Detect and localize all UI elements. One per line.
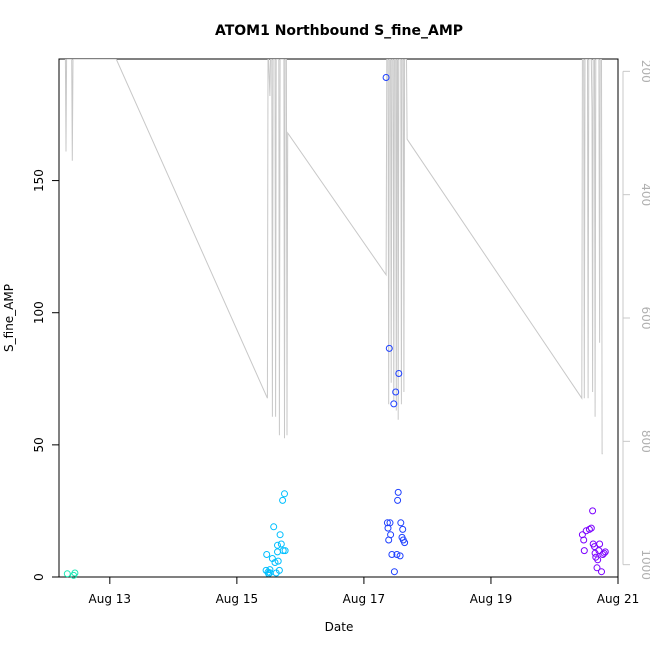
scatter-point xyxy=(388,551,396,558)
scatter-point xyxy=(274,557,282,565)
scatter-point xyxy=(399,525,407,533)
scatter-point xyxy=(594,556,602,564)
scatter-point xyxy=(279,547,287,555)
scatter-point xyxy=(274,548,281,556)
y-tick-label: 100 xyxy=(32,301,46,324)
scatter-point xyxy=(275,566,283,574)
y-tick-label: 50 xyxy=(32,437,46,452)
scatter-point xyxy=(71,569,79,577)
scatter-point xyxy=(593,564,601,572)
scatter-point xyxy=(589,507,597,515)
y-tick-label: 150 xyxy=(32,169,46,192)
scatter-point xyxy=(390,568,398,576)
scatter-point xyxy=(394,496,402,504)
scatter-point xyxy=(383,519,391,527)
y-axis: 0 50 100 150 xyxy=(32,169,60,581)
y2-tick-label: 800 xyxy=(639,430,650,453)
y2-line-series xyxy=(64,59,603,455)
scatter-point xyxy=(63,570,71,578)
x-tick-label: Aug 21 xyxy=(597,592,640,606)
scatter-point xyxy=(601,548,609,556)
scatter-point xyxy=(386,519,394,527)
y2-tick-label: 600 xyxy=(639,307,650,330)
x-tick-label: Aug 15 xyxy=(216,592,259,606)
x-tick-label: Aug 17 xyxy=(343,592,386,606)
plot-frame xyxy=(58,58,619,578)
scatter-point xyxy=(395,370,403,377)
scatter-point xyxy=(277,540,285,548)
chart-title: ATOM1 Northbound S_fine_AMP xyxy=(215,23,463,39)
y2-axis: 200 400 600 800 1000 xyxy=(622,60,650,580)
scatter-point xyxy=(393,551,401,558)
y2-tick-label: 1000 xyxy=(639,549,650,580)
scatter-point xyxy=(266,566,274,574)
scatter-point xyxy=(270,523,278,531)
scatter-point xyxy=(397,519,405,527)
line-series-layer xyxy=(64,59,603,455)
scatter-point xyxy=(385,344,393,352)
y2-tick-label: 200 xyxy=(639,60,650,83)
scatter-point xyxy=(587,524,595,532)
scatter-point xyxy=(279,496,287,504)
x-axis: Aug 13 Aug 15 Aug 17 Aug 19 Aug 21 xyxy=(89,576,640,606)
y-tick-label: 0 xyxy=(32,573,46,581)
scatter-point xyxy=(392,388,400,396)
x-tick-label: Aug 13 xyxy=(89,592,132,606)
scatter-point xyxy=(596,540,604,548)
scatter-point xyxy=(390,400,398,408)
x-axis-label: Date xyxy=(325,620,354,634)
y2-tick-label: 400 xyxy=(639,183,650,206)
scatter-point xyxy=(580,536,588,544)
scatter-point xyxy=(600,549,608,557)
scatter-point xyxy=(382,74,390,81)
scatter-point xyxy=(271,559,279,566)
scatter-point xyxy=(394,488,402,496)
x-tick-label: Aug 19 xyxy=(470,592,513,606)
scatter-point xyxy=(274,541,281,549)
scatter-point xyxy=(263,551,271,558)
scatter-point xyxy=(281,490,288,498)
scatter-point xyxy=(387,531,395,539)
scatter-point xyxy=(598,568,605,576)
scatter-point xyxy=(580,547,588,555)
scatter-point xyxy=(585,525,593,533)
scatter-points-layer xyxy=(63,74,609,579)
scatter-point xyxy=(401,539,409,547)
scatter-point xyxy=(276,531,284,539)
y-axis-label: S_fine_AMP xyxy=(2,284,16,352)
scatter-point xyxy=(396,552,404,560)
scatter-point xyxy=(281,547,289,555)
